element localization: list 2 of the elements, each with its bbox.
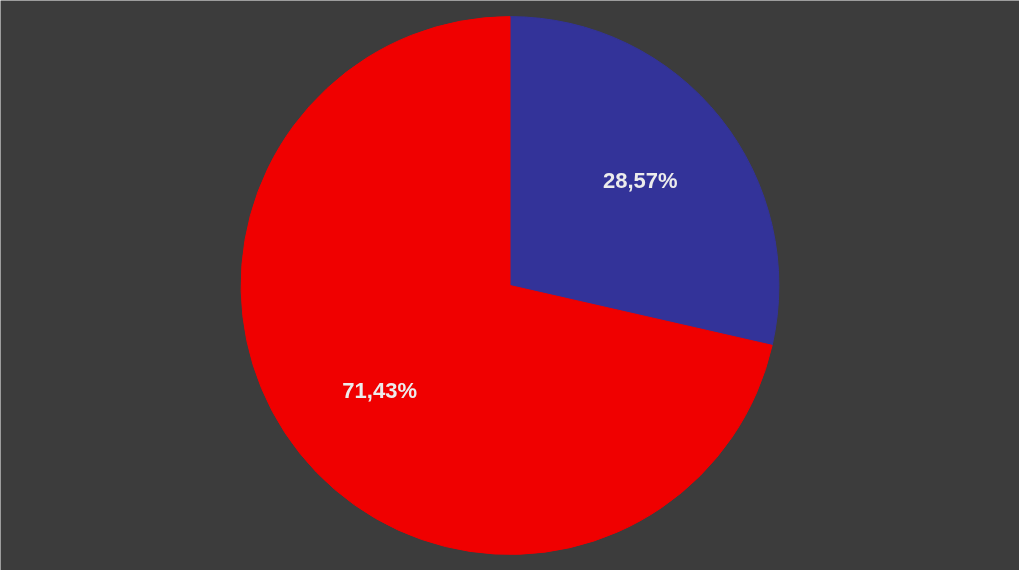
data-label: 28,57% — [603, 168, 678, 194]
data-label: 71,43% — [342, 377, 417, 403]
